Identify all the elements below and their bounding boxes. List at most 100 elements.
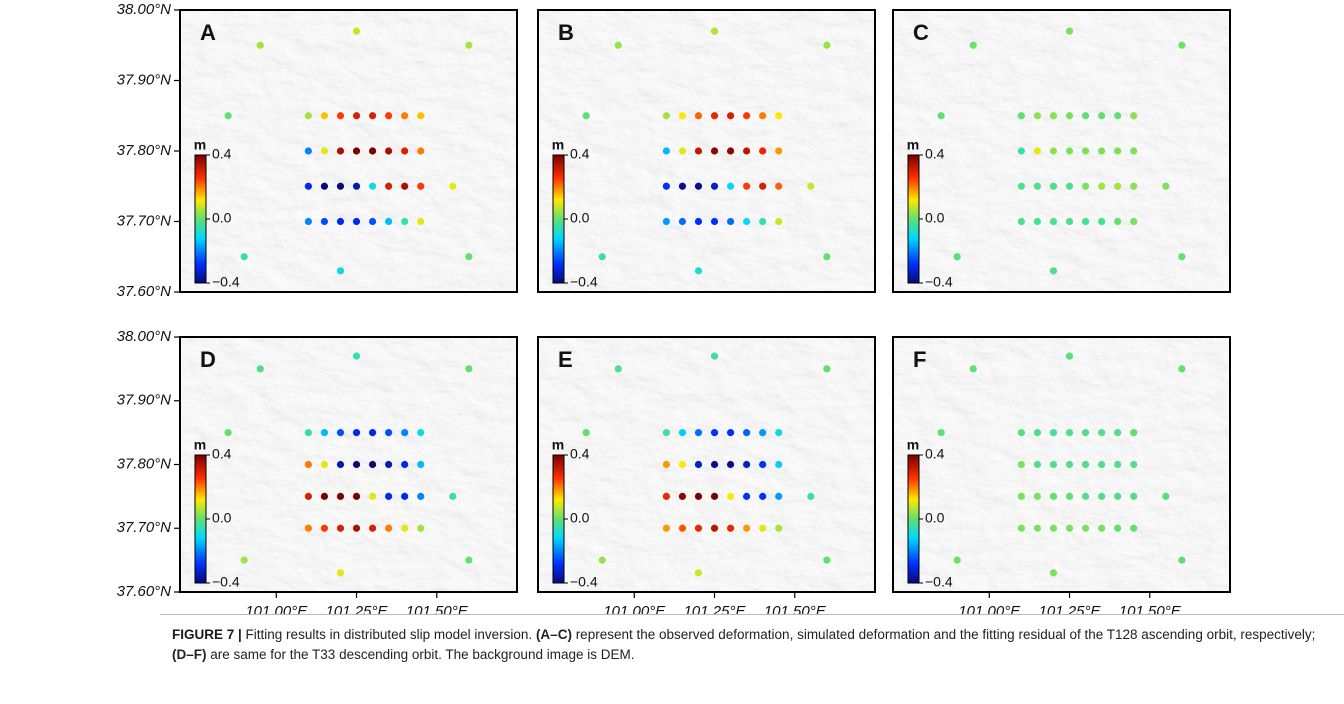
data-point [759,217,767,226]
data-point [256,365,264,373]
frame [537,9,876,293]
colorbar [194,454,207,584]
data-point [1178,41,1186,49]
data-point [320,492,329,500]
data-point [678,217,687,226]
data-point [320,460,329,469]
data-point [1162,182,1170,190]
data-point [368,112,377,120]
data-point [759,182,767,190]
data-point [1033,182,1042,190]
data-point [662,429,670,437]
y-tick-label: 37.90°N [117,392,172,409]
data-point [385,147,393,155]
dem-background [893,337,1230,592]
data-point [1049,524,1058,532]
data-point [401,182,409,190]
data-point [1065,217,1074,226]
data-point [1017,182,1025,190]
panel: Cm 0.4 0.0 −0.4 [892,9,1231,293]
data-point [678,492,687,500]
caption-text: Fitting results in distributed slip mode… [241,627,536,642]
data-point [240,556,248,564]
data-point [743,492,751,500]
data-point [582,112,590,120]
colorbar-unit: m [194,437,206,453]
data-point [401,429,409,437]
data-point [320,112,329,120]
x-tick-label: 101.25°E [326,603,389,614]
data-point [1017,524,1025,532]
data-point [385,524,393,532]
data-point [1065,524,1074,532]
dem-background [538,337,875,592]
data-point [1130,147,1138,155]
colorbar-tick-label: −0.4 [212,574,240,590]
frame [892,9,1231,293]
data-point [1081,147,1090,155]
data-point [417,460,425,469]
data-point [1130,524,1138,532]
x-tick-label: 101.00°E [603,603,666,614]
data-point [417,217,425,226]
data-point [662,492,670,500]
data-point [401,217,409,226]
data-point [401,492,409,500]
data-point [352,524,361,532]
colorbar-tick-label: −0.4 [212,274,240,290]
data-point [743,147,751,155]
data-point [678,182,687,190]
y-tick-label: 38.00°N [117,1,172,18]
data-point [694,524,703,532]
data-point [320,217,329,226]
data-point [240,253,248,261]
data-point [1033,492,1042,500]
data-point [1130,460,1138,469]
data-point [775,147,783,155]
colorbar-tick-label: 0.0 [925,210,945,226]
data-point [726,460,735,469]
data-point [304,429,312,437]
data-point [352,429,361,437]
data-point [694,492,703,500]
data-point [1098,492,1106,500]
data-point [368,460,377,469]
data-point [1049,267,1058,275]
data-point [1098,460,1106,469]
data-point [1049,492,1058,500]
data-point [710,524,719,532]
panel: 101.00°E 101.25°E 101.50°E Em 0.4 0.0 −0.4 [537,336,876,620]
colorbar [552,454,565,584]
data-point [1114,147,1122,155]
data-point [465,41,473,49]
data-point [1033,460,1042,469]
data-point [352,147,361,155]
data-point [1130,492,1138,500]
data-point [368,147,377,155]
data-point [1065,27,1074,35]
data-point [368,429,377,437]
colorbar-tick-label: −0.4 [925,574,953,590]
data-point [662,217,670,226]
data-point [1178,365,1186,373]
data-point [1114,429,1122,437]
data-point [969,41,977,49]
data-point [336,492,345,500]
data-point [320,429,329,437]
data-point [336,147,345,155]
data-point [710,27,719,35]
data-point [743,112,751,120]
data-point [694,147,703,155]
data-point [726,217,735,226]
x-tick-label: 101.00°E [958,603,1021,614]
data-point [775,182,783,190]
data-point [320,147,329,155]
data-point [449,492,457,500]
panel-letter: C [913,20,929,45]
data-point [417,492,425,500]
colorbar [907,454,920,584]
data-point [823,365,831,373]
data-point [336,460,345,469]
data-point [743,429,751,437]
data-point [449,182,457,190]
